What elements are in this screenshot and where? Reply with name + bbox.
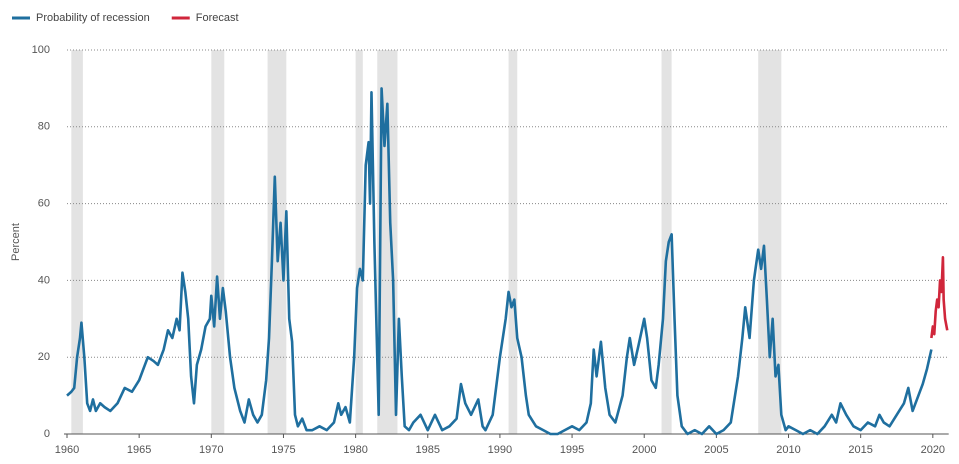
- x-tick-label: 1980: [343, 444, 367, 456]
- x-tick-label: 1975: [271, 444, 295, 456]
- series-line: [66, 87, 933, 436]
- x-tick-label: 2005: [704, 444, 728, 456]
- shaded-range: [661, 50, 672, 434]
- x-tick-label: 2015: [848, 444, 872, 456]
- x-tick-label: 1995: [560, 444, 584, 456]
- y-tick-label: 20: [38, 351, 50, 363]
- legend-label: Probability of recession: [36, 12, 150, 24]
- legend-label: Forecast: [196, 12, 239, 24]
- shaded-range: [71, 50, 83, 434]
- shaded-range: [508, 50, 518, 434]
- x-tick-label: 1985: [416, 444, 440, 456]
- shaded-range: [355, 50, 363, 434]
- y-tick-label: 60: [38, 198, 50, 210]
- x-tick-label: 1970: [199, 444, 223, 456]
- y-tick-label: 80: [38, 121, 50, 133]
- x-tick-label: 2010: [776, 444, 800, 456]
- series-line: [930, 256, 949, 339]
- x-tick-label: 2000: [632, 444, 656, 456]
- x-tick-label: 1960: [55, 444, 79, 456]
- x-tick-label: 1990: [488, 444, 512, 456]
- y-tick-label: 0: [44, 428, 50, 440]
- y-tick-label: 40: [38, 274, 50, 286]
- x-tick-label: 2020: [921, 444, 945, 456]
- y-axis-label: Percent: [10, 223, 22, 261]
- x-tick-label: 1965: [127, 444, 151, 456]
- y-tick-label: 100: [32, 44, 50, 56]
- shaded-range: [758, 50, 782, 434]
- shaded-range: [211, 50, 225, 434]
